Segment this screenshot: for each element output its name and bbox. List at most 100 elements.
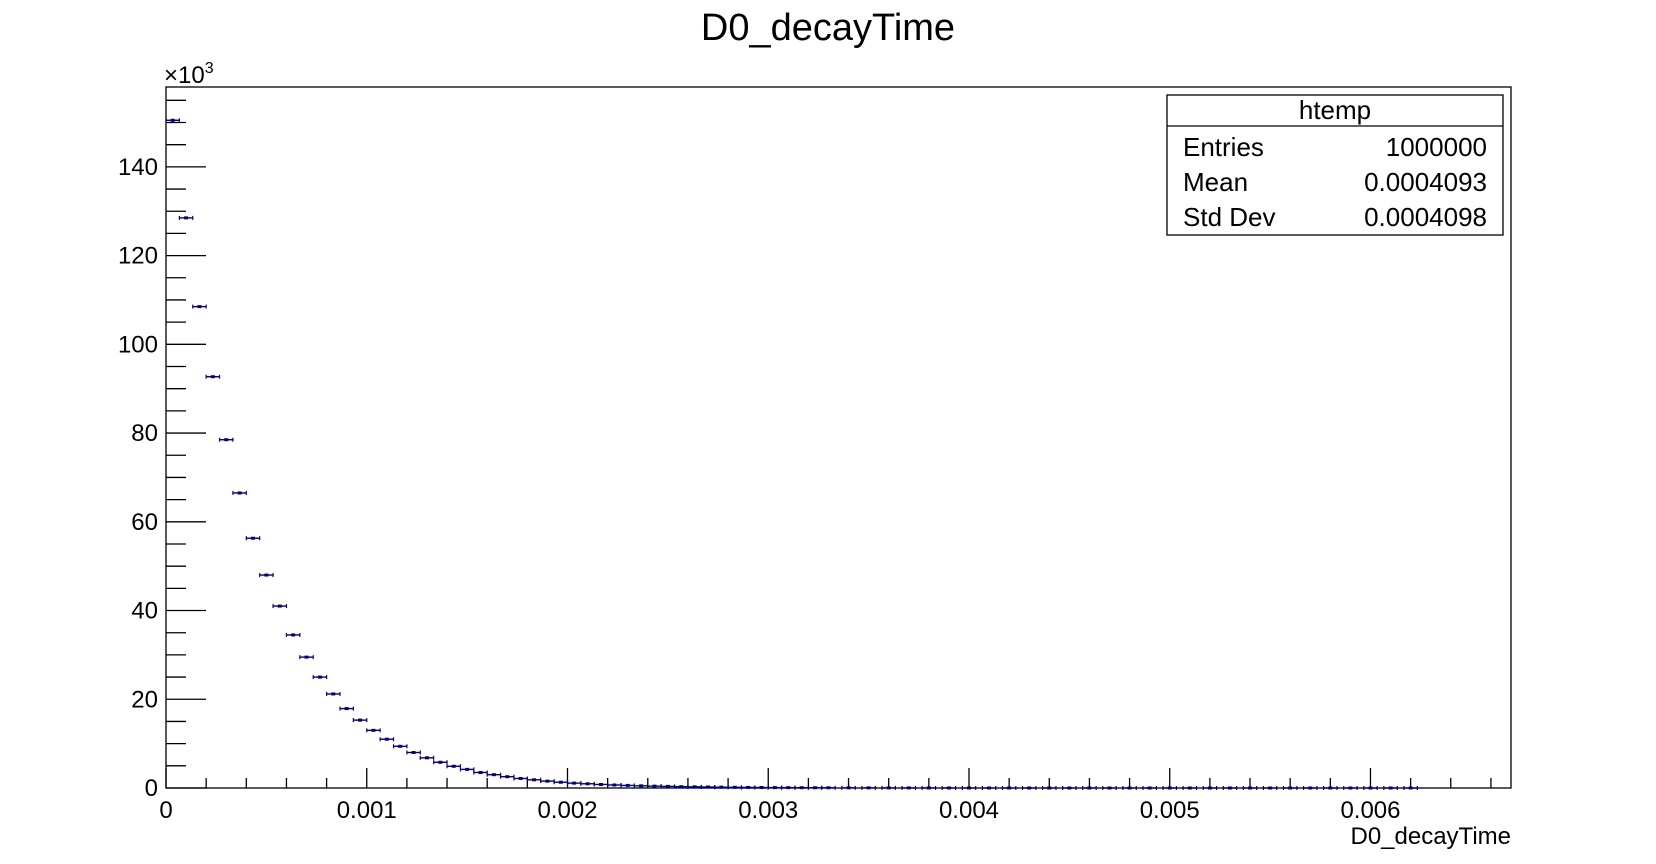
data-point	[1202, 785, 1218, 790]
data-point	[861, 785, 876, 790]
point-marker	[317, 675, 322, 679]
data-point	[1302, 786, 1318, 790]
point-marker	[358, 718, 363, 722]
data-point	[433, 760, 448, 765]
data-point	[1021, 785, 1037, 790]
data-point	[1062, 785, 1077, 790]
point-marker	[1348, 786, 1353, 790]
data-point	[339, 706, 354, 711]
point-marker	[331, 692, 336, 696]
point-marker	[505, 775, 510, 779]
data-points	[165, 118, 1418, 790]
point-marker	[532, 778, 537, 782]
data-point	[961, 785, 977, 790]
y-tick-label: 60	[131, 509, 158, 536]
y-multiplier-base: ×10	[164, 62, 205, 89]
point-marker	[170, 118, 175, 122]
data-point	[1403, 786, 1418, 790]
data-point	[165, 118, 180, 123]
data-point	[841, 785, 856, 790]
point-marker	[1227, 786, 1232, 790]
stats-stddev-label: Std Dev	[1183, 202, 1276, 232]
point-marker	[866, 786, 871, 790]
point-marker	[639, 784, 644, 788]
data-point	[1222, 786, 1238, 790]
data-point	[1182, 785, 1198, 790]
y-tick-label: 80	[131, 420, 158, 447]
y-tick-label: 120	[118, 243, 158, 270]
point-marker	[719, 785, 724, 789]
data-point	[272, 604, 288, 609]
data-point	[580, 781, 595, 786]
point-marker	[572, 781, 577, 785]
data-point	[299, 655, 314, 660]
point-marker	[384, 737, 389, 741]
stats-entries-value: 1000000	[1386, 132, 1487, 162]
x-tick-label: 0.005	[1140, 797, 1200, 824]
data-point	[1162, 785, 1178, 790]
point-marker	[264, 573, 269, 577]
data-point	[1282, 786, 1298, 790]
point-marker	[1248, 786, 1253, 790]
data-point	[1102, 785, 1117, 790]
point-marker	[438, 760, 443, 764]
point-marker	[826, 786, 831, 790]
point-marker	[545, 779, 550, 783]
stats-mean-label: Mean	[1183, 167, 1248, 197]
data-point	[540, 779, 555, 784]
data-point	[192, 304, 207, 309]
point-marker	[799, 786, 804, 790]
data-point	[620, 783, 636, 788]
data-point	[513, 776, 528, 781]
data-point	[593, 782, 609, 787]
data-point	[553, 780, 569, 785]
data-point	[232, 490, 247, 495]
stats-stddev-value: 0.0004098	[1364, 202, 1487, 232]
point-marker	[518, 776, 523, 780]
data-point	[607, 782, 622, 787]
stats-mean-value: 0.0004093	[1364, 167, 1487, 197]
point-marker	[987, 786, 992, 790]
point-marker	[1167, 786, 1172, 790]
point-marker	[746, 785, 751, 789]
point-marker	[1408, 786, 1413, 790]
point-marker	[652, 784, 657, 788]
data-point	[767, 785, 783, 790]
data-point	[366, 728, 381, 733]
data-point	[1242, 786, 1258, 790]
y-axis-multiplier: ×103	[164, 60, 214, 89]
data-point	[1363, 786, 1378, 790]
x-tick-label: 0.002	[537, 797, 597, 824]
point-marker	[679, 785, 684, 789]
stats-box: htemp Entries 1000000 Mean 0.0004093 Std…	[1166, 94, 1504, 236]
point-marker	[1147, 786, 1152, 790]
point-marker	[1328, 786, 1333, 790]
point-marker	[598, 782, 603, 786]
point-marker	[1107, 786, 1112, 790]
point-marker	[886, 786, 891, 790]
data-point	[205, 374, 221, 379]
data-point	[178, 215, 194, 220]
point-marker	[210, 375, 215, 379]
point-marker	[946, 786, 951, 790]
data-point	[740, 785, 756, 790]
data-point	[1262, 786, 1278, 790]
point-marker	[732, 785, 737, 789]
point-marker	[250, 536, 255, 540]
chart-title: D0_decayTime	[701, 7, 955, 49]
data-point	[901, 785, 917, 790]
y-tick-label: 40	[131, 598, 158, 625]
point-marker	[585, 782, 590, 786]
point-marker	[224, 438, 229, 442]
point-marker	[1268, 786, 1273, 790]
data-point	[459, 767, 475, 772]
stats-box-frame	[1166, 94, 1504, 236]
y-multiplier-exponent: 3	[205, 60, 214, 77]
point-marker	[966, 786, 971, 790]
y-tick-label: 100	[118, 331, 158, 358]
data-point	[486, 772, 502, 777]
data-point	[446, 764, 462, 769]
x-axis-title: D0_decayTime	[1350, 823, 1511, 850]
point-marker	[1368, 786, 1373, 790]
